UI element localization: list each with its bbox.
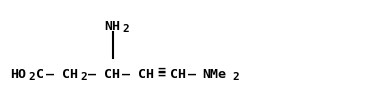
Text: C: C xyxy=(36,68,44,81)
Text: 2: 2 xyxy=(232,72,239,82)
Text: NMe: NMe xyxy=(202,68,226,81)
Text: =: = xyxy=(157,64,165,77)
Text: 2: 2 xyxy=(80,72,87,82)
Text: —: — xyxy=(122,68,130,81)
Text: 2: 2 xyxy=(122,24,129,34)
Text: CH: CH xyxy=(138,68,154,81)
Text: NH: NH xyxy=(104,20,120,33)
Text: 2: 2 xyxy=(28,72,35,82)
Text: —: — xyxy=(88,68,96,81)
Text: CH: CH xyxy=(170,68,186,81)
Text: —: — xyxy=(188,68,196,81)
Text: —: — xyxy=(46,68,54,81)
Text: CH: CH xyxy=(104,68,120,81)
Text: HO: HO xyxy=(10,68,26,81)
Text: CH: CH xyxy=(62,68,78,81)
Text: =: = xyxy=(157,68,165,81)
